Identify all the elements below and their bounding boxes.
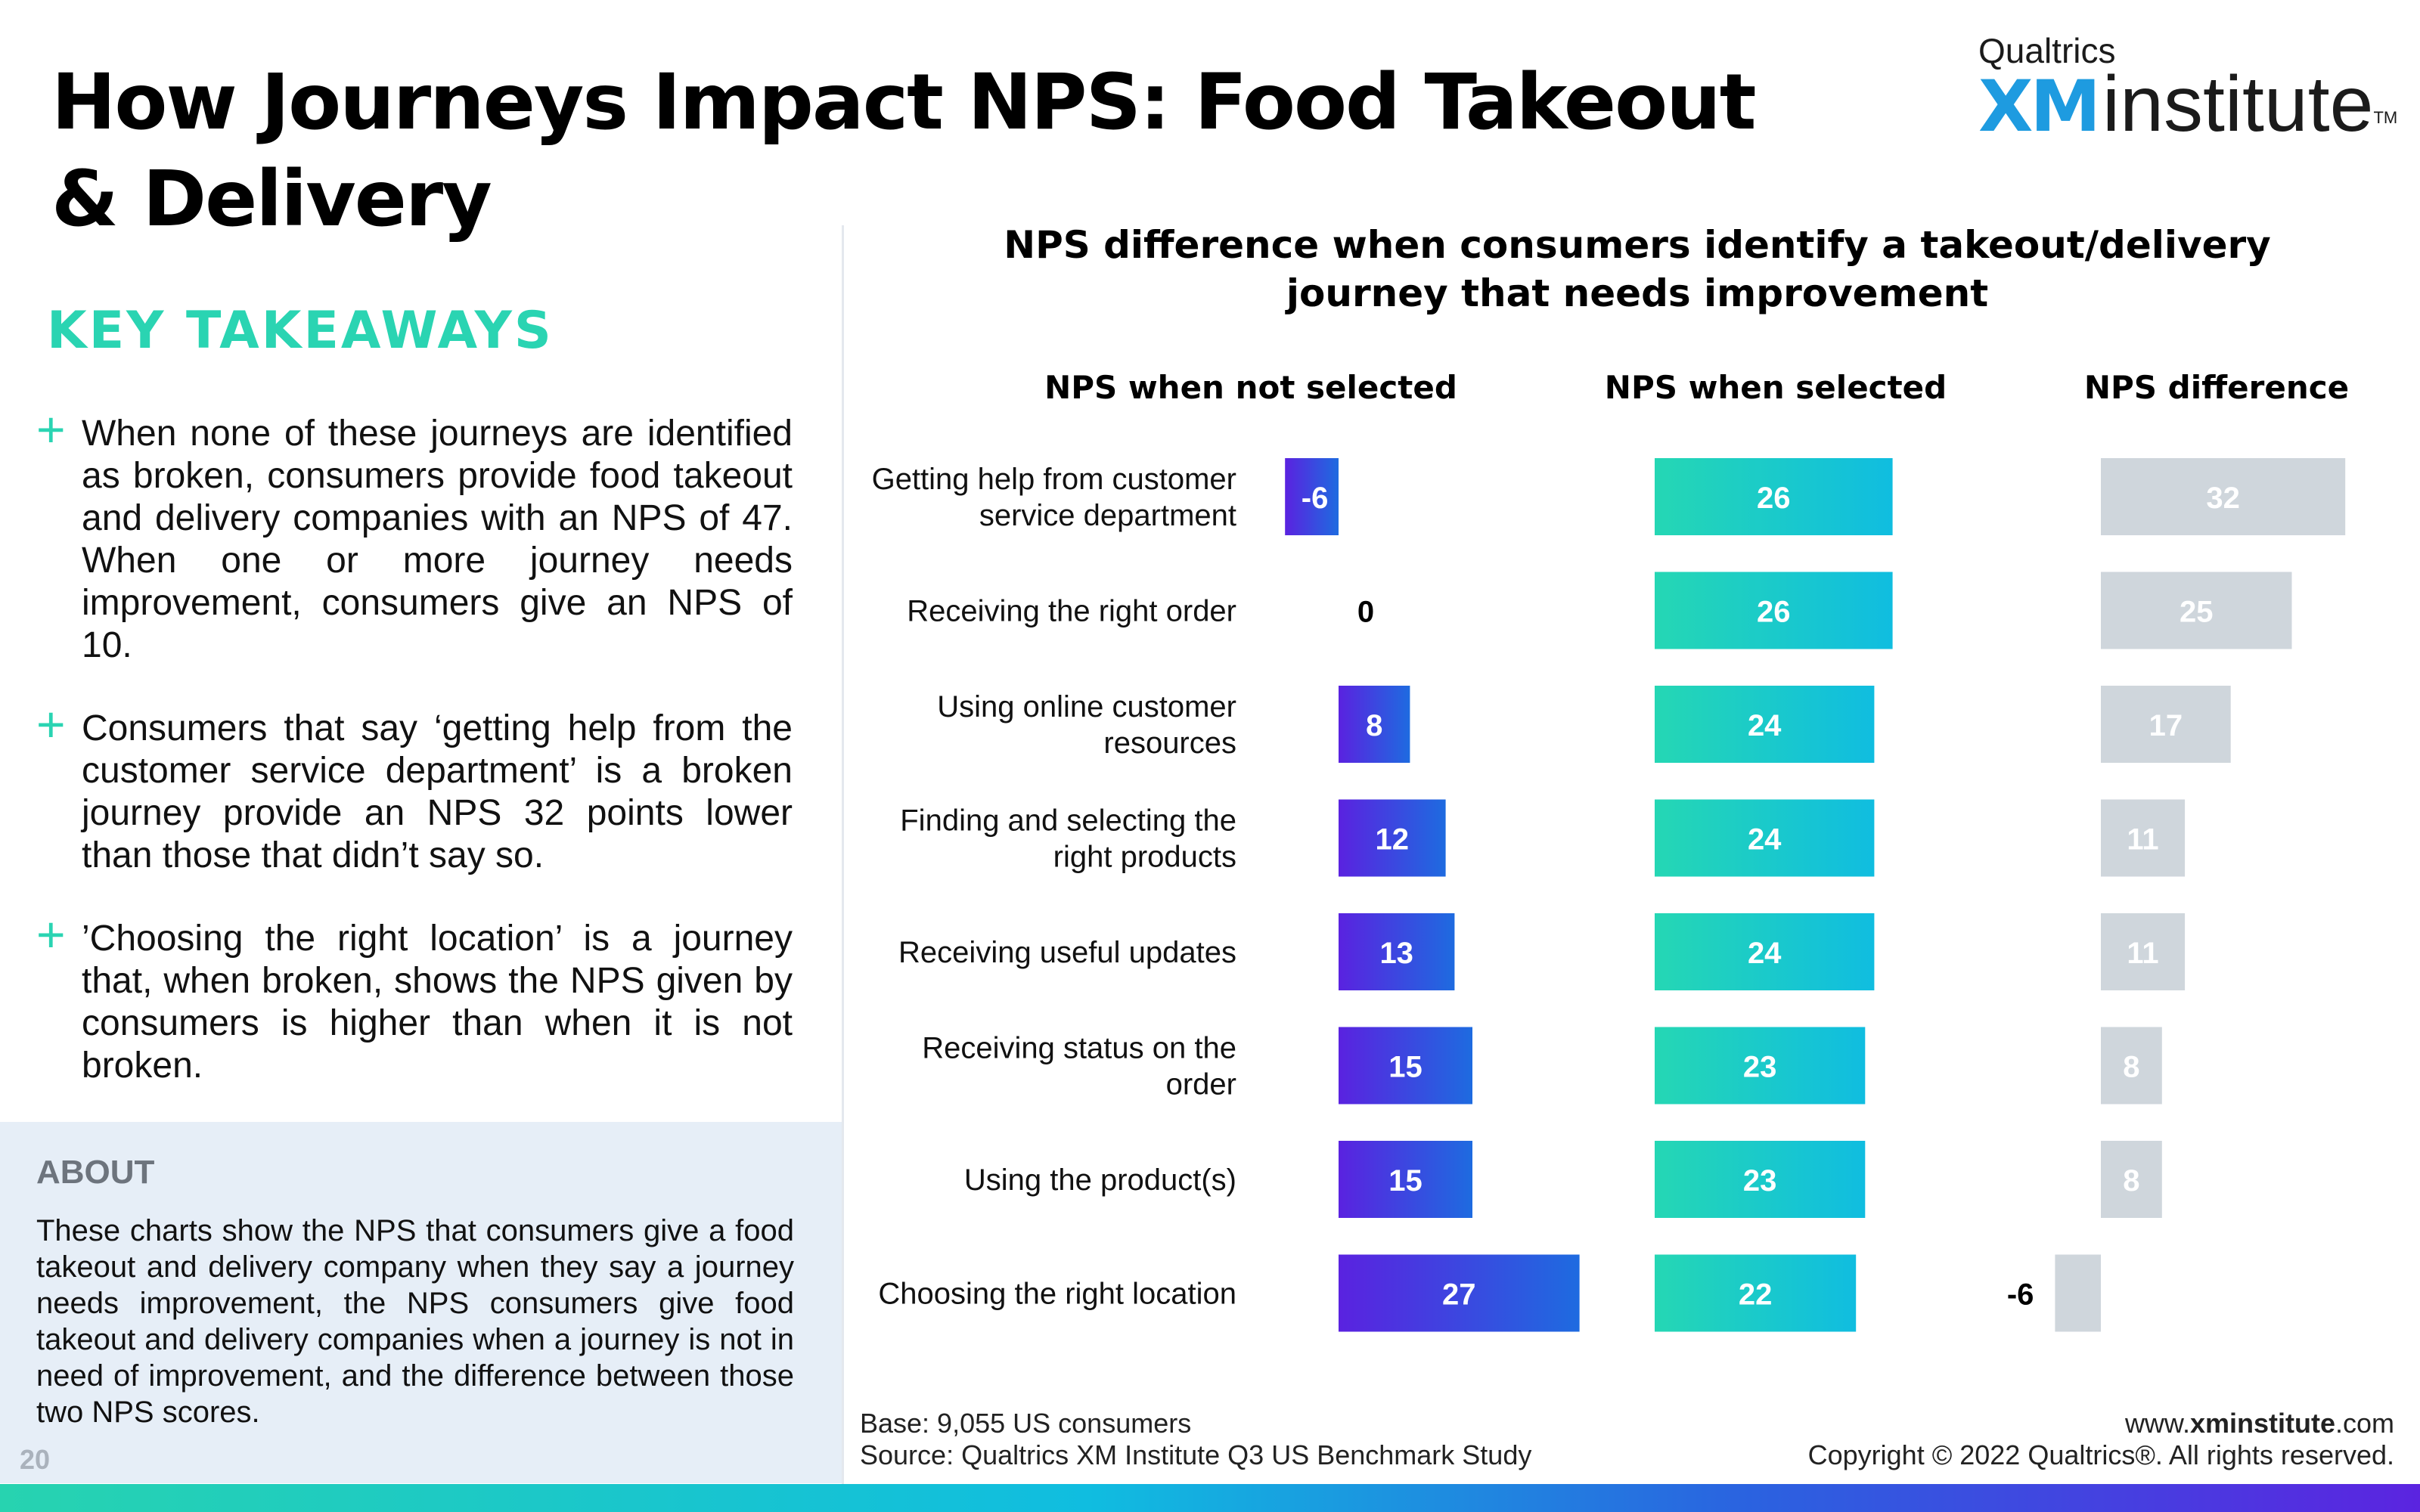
data-label: 15 [1388,1164,1423,1198]
data-label: 24 [1748,709,1782,742]
bar-difference [2055,1254,2101,1332]
footer-base: Base: 9,055 US consumers [860,1408,1192,1439]
logo-wordmark: XMinstituteTM [1978,65,2398,166]
bar-selected [1655,1141,1866,1218]
column-header-not-selected: NPS when not selected [1044,369,1457,406]
plus-icon: + [36,906,66,962]
data-label: -6 [1302,482,1329,515]
data-label: 8 [2123,1051,2139,1084]
bar-difference [2101,1027,2162,1105]
footer-url-domain: xminstitute [2189,1408,2335,1439]
category-label: Using online customer resources [937,690,1236,760]
column-divider [842,225,844,1484]
data-label: 13 [1379,937,1413,970]
category-labels: Getting help from customer service depart… [872,463,1236,1311]
category-label: Finding and selecting the right products [900,804,1236,874]
bar-not-selected [1339,686,1410,763]
page-title: How Journeys Impact NPS: Food Takeout & … [51,57,1757,244]
bar-difference [2101,799,2186,877]
chart-title: NPS difference when consumers identify a… [1004,223,2271,315]
category-label: Receiving the right order [907,595,1236,628]
plus-icon: + [36,401,66,457]
bar-difference [2101,572,2292,649]
logo-trademark: TM [2373,108,2398,127]
bar-difference [2101,913,2186,990]
category-label: Receiving status on the order [922,1032,1236,1101]
logo-institute-text: institute [2102,60,2374,148]
bar-difference [2101,458,2346,535]
data-label: 32 [2206,482,2240,515]
category-label: Getting help from customer service depart… [872,463,1236,532]
takeaway-text: Consumers that say ‘getting help from th… [82,708,793,875]
takeaway-item: + ’Choosing the right location’ is a jou… [36,909,793,1087]
data-label: 12 [1376,823,1410,857]
bar-not-selected [1285,458,1339,535]
category-label: Choosing the right location [878,1278,1236,1311]
bar-not-selected [1339,1254,1580,1332]
bar-not-selected [1339,1141,1472,1218]
about-panel: ABOUT These charts show the NPS that con… [0,1122,842,1483]
bar-selected [1655,913,1875,990]
about-text: These charts show the NPS that consumers… [36,1214,794,1429]
logo-xm-text: XM [1978,66,2101,148]
bar-not-selected [1339,1027,1472,1105]
qualtrics-xm-institute-logo: Qualtrics XMinstituteTM [1978,30,2397,151]
footer-url-suffix: .com [2335,1408,2394,1439]
data-label: 8 [2123,1164,2139,1198]
footer-copyright: Copyright © 2022 Qualtrics®. All rights … [1807,1439,2394,1470]
data-label: 24 [1748,937,1782,970]
column-header-selected: NPS when selected [1604,369,1947,406]
data-label: 11 [2127,823,2158,857]
takeaway-item: + Consumers that say ‘getting help from … [36,699,793,877]
data-label: 15 [1388,1051,1423,1084]
footer-source: Source: Qualtrics XM Institute Q3 US Ben… [860,1439,1532,1470]
bar-selected [1655,1254,1857,1332]
bar-selected [1655,572,1893,649]
plus-icon: + [36,696,66,752]
bar-selected [1655,458,1893,535]
category-label: Using the product(s) [964,1163,1236,1197]
takeaway-text: When none of these journeys are identifi… [82,414,793,665]
data-label: -6 [2007,1278,2034,1312]
footer-url-prefix: www. [2124,1408,2190,1439]
column-header-difference: NPS difference [2083,369,2350,406]
footer-url[interactable]: www.xminstitute.com [2125,1408,2394,1439]
takeaway-text: ’Choosing the right location’ is a journ… [82,919,793,1086]
data-labels: -6 26 32 0 26 25 8 24 17 12 24 11 13 24 11 15 23 8 15 23 8 27… [1302,482,2240,1312]
data-label: 17 [2149,709,2183,742]
data-label: 0 [1357,596,1374,629]
data-label: 8 [1366,709,1382,742]
bar-selected [1655,686,1875,763]
page-number: 20 [20,1444,51,1475]
bar-not-selected [1339,799,1446,877]
data-label: 24 [1748,823,1782,857]
data-label: 26 [1757,482,1791,515]
data-label: 25 [2180,596,2214,629]
bottom-gradient-bar [0,1484,2420,1512]
data-label: 23 [1743,1051,1777,1084]
bar-selected [1655,1027,1866,1105]
bars [1285,458,2346,1332]
key-takeaways-heading: KEY TAKEAWAYS [47,301,554,361]
about-heading: ABOUT [36,1154,155,1191]
data-label: 23 [1743,1164,1777,1198]
bar-selected [1655,799,1875,877]
data-label: 26 [1757,596,1791,629]
bar-difference [2101,686,2231,763]
takeaway-item: + When none of these journeys are identi… [36,404,793,667]
logo-qualtrics-text: Qualtrics [1978,31,2116,70]
data-label: 27 [1442,1278,1476,1312]
data-label: 22 [1739,1278,1773,1312]
bar-not-selected [1339,913,1455,990]
nps-bar-chart: Getting help from customer service depart… [872,458,2346,1332]
data-label: 11 [2127,937,2158,970]
category-label: Receiving useful updates [898,936,1236,969]
bar-difference [2101,1141,2162,1218]
